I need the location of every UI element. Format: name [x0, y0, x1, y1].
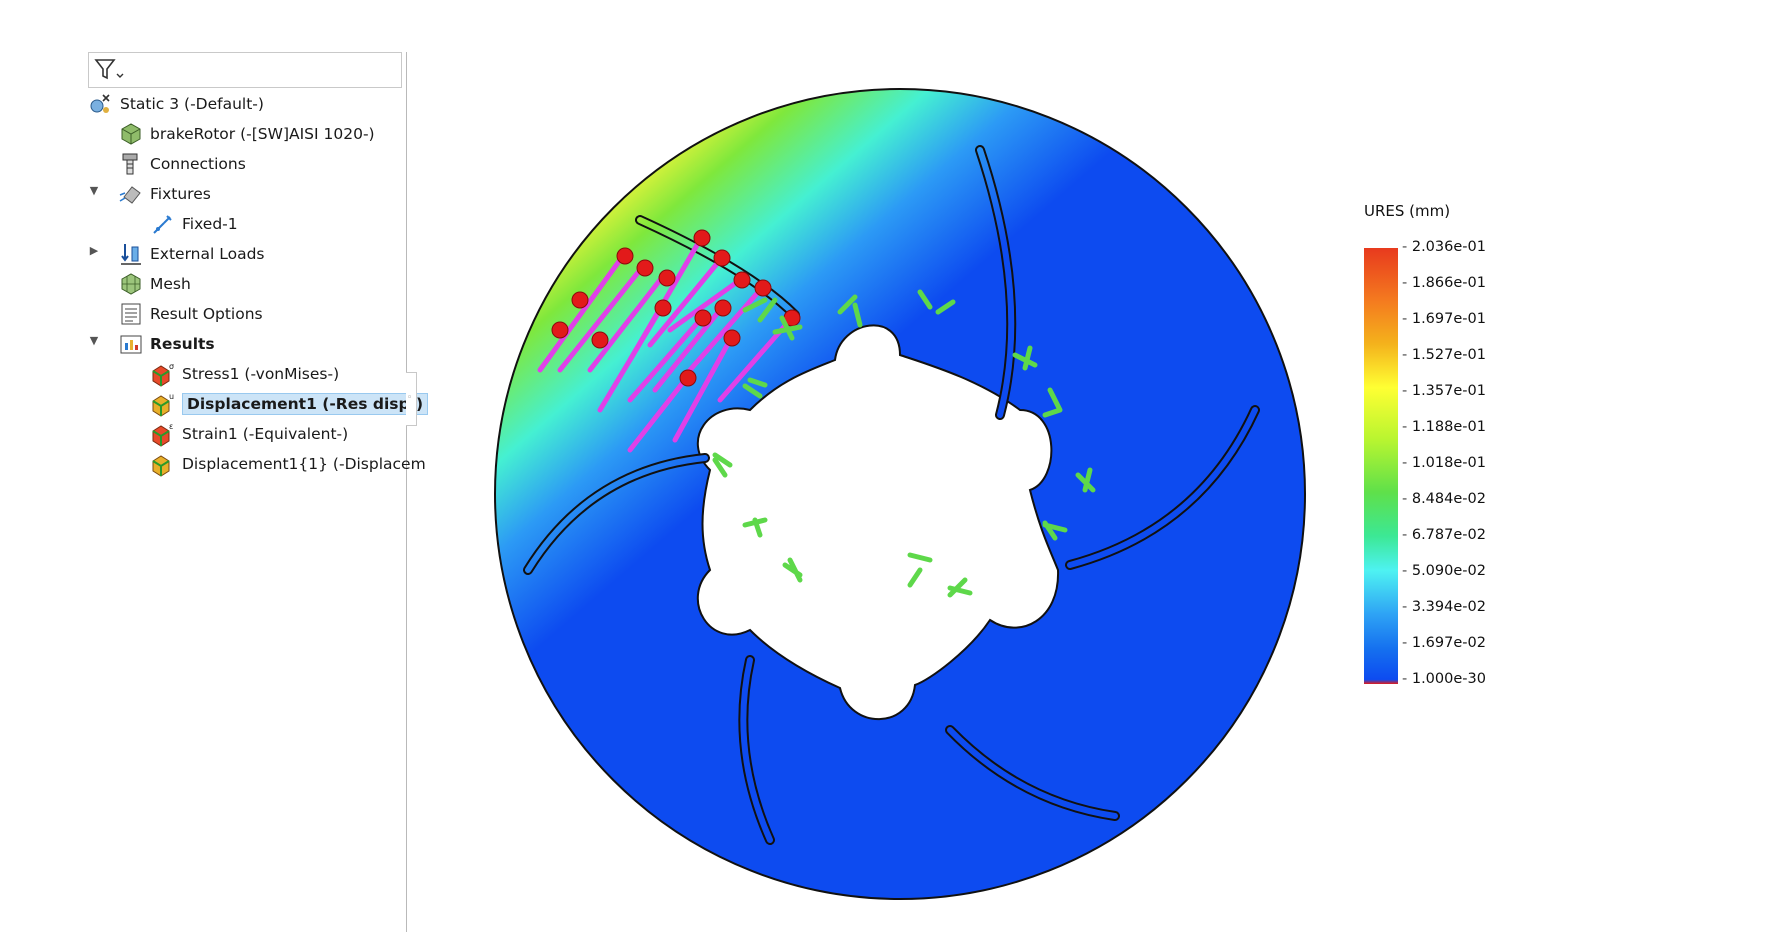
legend-label: 1.018e-01 [1402, 455, 1486, 471]
tree-item-external-loads[interactable]: External Loads [118, 240, 265, 268]
tree-item-result-options[interactable]: Result Options [118, 300, 263, 328]
chevron-down-icon[interactable]: ▼ [89, 334, 99, 347]
legend-label: 1.188e-01 [1402, 419, 1486, 435]
legend-label: 2.036e-01 [1402, 239, 1486, 255]
tree-label: Stress1 (-vonMises-) [182, 365, 340, 383]
legend-label: 1.000e-30 [1402, 671, 1486, 687]
tree-item-part[interactable]: brakeRotor (-[SW]AISI 1020-) [118, 120, 375, 148]
tree-label: Result Options [150, 305, 263, 323]
tree-item-results[interactable]: Results [118, 330, 215, 358]
tree-item-stress-plot[interactable]: σ Stress1 (-vonMises-) [150, 360, 339, 388]
tree-item-fixtures[interactable]: Fixtures [118, 180, 211, 208]
tree-item-fixed[interactable]: Fixed-1 [150, 210, 238, 238]
legend-title: URES (mm) [1364, 202, 1451, 220]
legend-label: 6.787e-02 [1402, 527, 1486, 543]
panel-collapse-handle[interactable]: ◦ [406, 372, 417, 426]
graphics-viewport[interactable] [460, 80, 1310, 920]
tree-label: Strain1 (-Equivalent-) [182, 425, 349, 443]
simulation-tree-panel: Static 3 (-Default-) brakeRotor (-[SW]AI… [88, 52, 429, 932]
color-legend: URES (mm) 2.036e-01 1.866e-01 1.697e-01 … [1364, 196, 1544, 696]
tree-label: Mesh [150, 275, 191, 293]
tree-label: brakeRotor (-[SW]AISI 1020-) [150, 125, 375, 143]
legend-label: 1.866e-01 [1402, 275, 1486, 291]
legend-label: 1.697e-01 [1402, 311, 1486, 327]
legend-color-bar [1364, 248, 1398, 684]
results-folder-icon [120, 335, 142, 354]
result-plot-icon: ε [152, 422, 173, 447]
tree-label: Static 3 (-Default-) [120, 95, 264, 113]
legend-label: 1.527e-01 [1402, 347, 1486, 363]
load-markers [551, 229, 801, 387]
external-loads-icon [121, 244, 141, 265]
mesh-icon [121, 273, 141, 295]
legend-label: 8.484e-02 [1402, 491, 1486, 507]
tree-item-mesh[interactable]: Mesh [118, 270, 191, 298]
tree-label: Fixtures [150, 185, 211, 203]
part-icon [121, 123, 141, 145]
connections-icon [122, 153, 138, 175]
svg-text:ε: ε [169, 422, 173, 431]
tree-label: Displacement1{1} (-Displacem [182, 455, 426, 473]
filter-icon[interactable] [93, 57, 125, 83]
tree-label: Results [150, 335, 215, 353]
fixed-geometry-icon [153, 215, 172, 234]
legend-label: 1.697e-02 [1402, 635, 1486, 651]
tree-label: Displacement1 (-Res disp-) [182, 393, 429, 415]
chevron-right-icon[interactable]: ▶ [89, 244, 99, 257]
tree-item-strain-plot[interactable]: ε Strain1 (-Equivalent-) [150, 420, 348, 448]
chevron-down-icon[interactable]: ▼ [89, 184, 99, 197]
tree-filter-box[interactable] [88, 52, 402, 88]
svg-text:u: u [169, 392, 174, 401]
result-plot-icon: σ [152, 362, 174, 387]
tree-item-connections[interactable]: Connections [118, 150, 246, 178]
tree-item-study[interactable]: Static 3 (-Default-) [88, 90, 264, 118]
tree-label: Fixed-1 [182, 215, 238, 233]
result-plot-icon [152, 455, 170, 477]
svg-text:σ: σ [169, 362, 174, 371]
brake-rotor [494, 88, 1306, 900]
result-options-icon [121, 303, 141, 325]
fixtures-icon [119, 186, 141, 204]
fixture-arrows [712, 289, 1096, 598]
result-plot-icon: u [152, 392, 174, 417]
legend-label: 5.090e-02 [1402, 563, 1486, 579]
tree-label: External Loads [150, 245, 265, 263]
tree-item-displacement-plot-2[interactable]: Displacement1{1} (-Displacem [150, 450, 426, 478]
tree-item-displacement-plot[interactable]: u Displacement1 (-Res disp-) [150, 390, 429, 418]
legend-label: 3.394e-02 [1402, 599, 1486, 615]
rotor-hub-cutout [696, 324, 1060, 721]
legend-label: 1.357e-01 [1402, 383, 1486, 399]
static-study-icon [90, 94, 110, 113]
tree-label: Connections [150, 155, 246, 173]
